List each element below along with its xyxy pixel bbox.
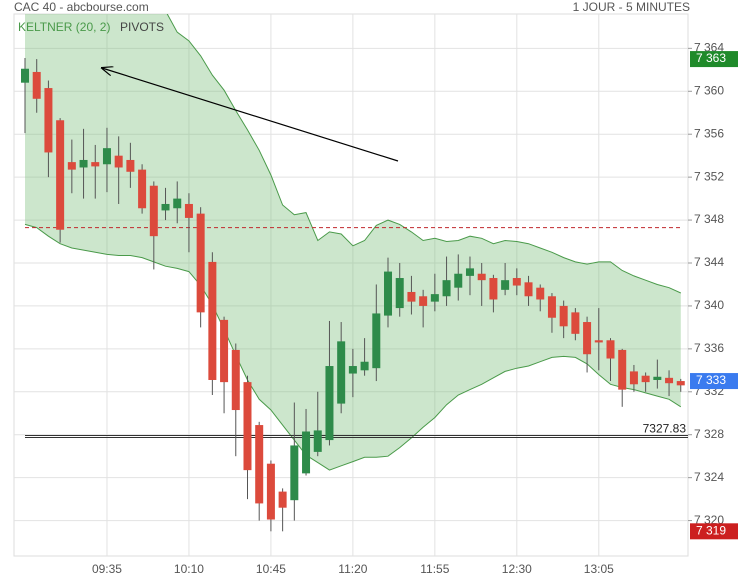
candle-body — [325, 366, 334, 441]
candle-body — [360, 361, 369, 371]
candle-body — [138, 169, 147, 209]
y-tick-label: 7 336 — [694, 341, 724, 355]
y-tick-label: 7 352 — [694, 169, 724, 183]
legend-pivots: PIVOTS — [120, 20, 164, 34]
annotation-arrow — [102, 68, 399, 162]
candle-body — [220, 319, 229, 383]
candle-body — [56, 120, 65, 230]
candle-body — [512, 278, 521, 286]
y-tick-label: 7 356 — [694, 126, 724, 140]
y-tick-label: 7 348 — [694, 212, 724, 226]
candle-body — [407, 291, 416, 302]
x-tick-label: 10:10 — [174, 562, 204, 576]
candle-body — [337, 341, 346, 404]
candle-body — [290, 445, 299, 501]
candle-body — [583, 322, 592, 355]
reference-label: 7327.83 — [643, 422, 687, 436]
y-tick-label: 7 324 — [694, 470, 724, 484]
candle-body — [278, 491, 287, 508]
candle-body — [79, 159, 88, 168]
candle-body — [395, 278, 404, 309]
price-marker-label: 7 333 — [696, 373, 726, 387]
candle-body — [348, 366, 357, 374]
candle-body — [618, 349, 627, 390]
candle-body — [465, 268, 474, 276]
legend-keltner: KELTNER (20, 2) — [18, 20, 110, 34]
chart-title: CAC 40 - abcbourse.com — [14, 0, 149, 14]
candle-body — [442, 280, 451, 297]
candle-body — [126, 159, 135, 172]
candle-body — [208, 261, 217, 380]
candle-body — [571, 312, 580, 334]
x-tick-label: 10:45 — [256, 562, 286, 576]
candle-body — [67, 162, 76, 170]
candle-body — [477, 273, 486, 281]
x-tick-label: 11:55 — [420, 562, 449, 576]
x-tick-label: 09:35 — [92, 562, 122, 576]
candle-body — [606, 340, 615, 359]
candle-body — [184, 203, 193, 218]
candle-body — [114, 155, 123, 168]
chart-subtitle: 1 JOUR - 5 MINUTES — [573, 0, 690, 14]
candle-body — [430, 294, 439, 302]
price-marker — [690, 523, 738, 540]
candle-body — [102, 148, 111, 165]
candle-body — [676, 381, 685, 386]
candle-body — [536, 287, 545, 300]
y-tick-label: 7 344 — [694, 255, 724, 269]
keltner-area — [25, 14, 681, 471]
price-marker-label: 7 363 — [696, 51, 726, 65]
y-tick-label: 7 340 — [694, 298, 724, 312]
candle-body — [255, 425, 264, 504]
candle-body — [149, 185, 158, 237]
candle-body — [313, 430, 322, 452]
candle-body — [629, 371, 638, 385]
candle-body — [302, 431, 311, 474]
x-tick-label: 11:20 — [338, 562, 367, 576]
candle-body — [231, 349, 240, 411]
x-tick-label: 13:05 — [584, 562, 614, 576]
candle-body — [653, 376, 662, 380]
keltner-upper — [166, 14, 682, 294]
plot-area — [13, 13, 689, 557]
candle-body — [161, 203, 170, 211]
price-marker — [690, 373, 738, 390]
y-tick-label: 7 328 — [694, 427, 724, 441]
y-tick-label: 7 364 — [694, 41, 724, 55]
candle-body — [91, 162, 100, 167]
candle-body — [594, 340, 603, 343]
candle-body — [559, 305, 568, 327]
candle-body — [489, 278, 498, 300]
candle-body — [266, 463, 275, 520]
candle-body — [44, 88, 53, 153]
candle-body — [21, 68, 29, 83]
keltner-lower — [24, 223, 682, 471]
candle-body — [547, 296, 556, 318]
y-tick-label: 7 320 — [694, 513, 724, 527]
candle-body — [173, 198, 182, 209]
candle-body — [419, 296, 428, 306]
price-marker — [690, 51, 738, 68]
y-tick-label: 7 360 — [694, 83, 724, 97]
price-marker-label: 7 319 — [696, 523, 726, 537]
candle-body — [243, 382, 252, 471]
x-tick-label: 12:30 — [502, 562, 532, 576]
candle-body — [524, 282, 533, 297]
candle-body — [501, 280, 510, 290]
candle-body — [32, 71, 41, 99]
candle-body — [454, 273, 463, 288]
candle-body — [372, 313, 381, 369]
candle-body — [384, 271, 393, 316]
candle-body — [641, 375, 650, 383]
candle-body — [665, 377, 674, 384]
candle-body — [196, 213, 205, 313]
